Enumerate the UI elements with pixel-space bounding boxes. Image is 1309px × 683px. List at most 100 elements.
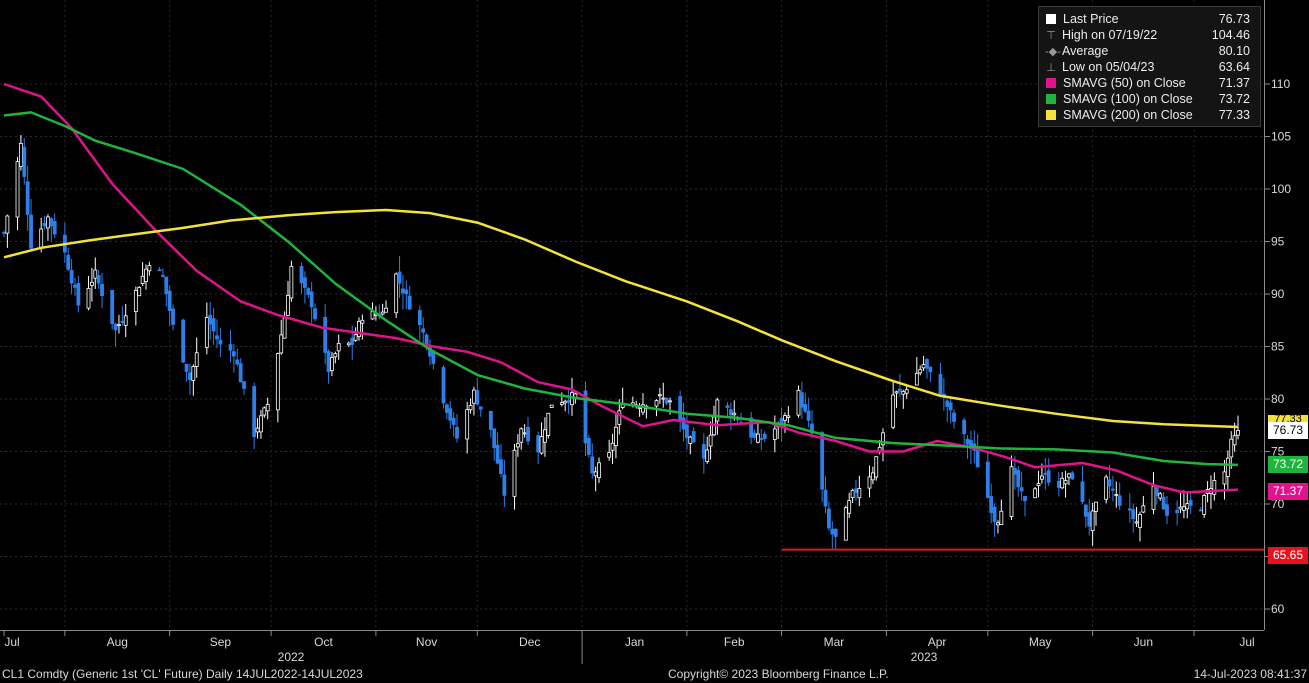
candle-down — [945, 400, 950, 407]
candle-down — [188, 372, 192, 381]
candle-down — [181, 319, 186, 363]
candle-up — [783, 415, 787, 421]
y-tick-label: 110 — [1271, 77, 1290, 91]
candle-down — [76, 283, 81, 306]
candle-up — [265, 403, 270, 412]
candle-down — [164, 276, 169, 295]
legend-label: Low on 05/04/23 — [1062, 60, 1155, 74]
candle-down — [526, 426, 530, 442]
candle-down — [925, 359, 929, 369]
candle-down — [1046, 470, 1051, 483]
candle-down — [1117, 495, 1122, 506]
candle-up — [668, 400, 672, 403]
candle-up — [357, 321, 361, 337]
candle-up — [90, 281, 94, 286]
y-tick-label: 70 — [1271, 497, 1285, 511]
candle-up — [512, 449, 517, 497]
candle-up — [519, 428, 524, 443]
y-tick-label: 100 — [1271, 182, 1291, 196]
candle-up — [289, 265, 294, 299]
candle-up — [353, 334, 358, 341]
candle-up — [796, 389, 801, 416]
candle-down — [52, 221, 57, 235]
candle-up — [1134, 521, 1139, 524]
candle-down — [1080, 481, 1085, 503]
candle-up — [259, 415, 263, 433]
sma100-line — [3, 111, 1239, 467]
candle-down — [495, 444, 500, 464]
candle-up — [1033, 488, 1038, 499]
candle-up — [255, 427, 260, 433]
x-tick-label: Jun — [1134, 635, 1153, 649]
candle-down — [681, 417, 686, 430]
candle-up — [894, 391, 899, 394]
candle-down — [1131, 509, 1136, 520]
y-tick-label: 75 — [1271, 445, 1285, 459]
sma50-swatch — [1046, 78, 1056, 88]
candle-down — [326, 351, 331, 373]
candle-up — [999, 510, 1004, 525]
candle-down — [242, 381, 246, 389]
candle-down — [1161, 496, 1166, 510]
candle-up — [867, 476, 872, 489]
x-tick-label: Aug — [107, 635, 128, 649]
last-price-swatch — [1046, 14, 1056, 24]
candle-down — [502, 474, 507, 496]
candle-up — [346, 342, 351, 346]
candle-up — [654, 400, 659, 407]
candle-up — [1036, 483, 1041, 487]
legend-value: 104.46 — [1211, 28, 1250, 42]
candle-down — [803, 403, 808, 412]
candle-up — [610, 442, 615, 451]
sma200-swatch — [1046, 110, 1056, 120]
candle-up — [1229, 438, 1234, 458]
moving-averages — [3, 82, 1239, 494]
legend-row-high: ⊤ High on 07/19/22 104.46 — [1045, 27, 1254, 43]
candle-up — [19, 143, 23, 167]
candle-up — [705, 449, 710, 462]
candle-up — [1222, 471, 1227, 485]
candle-up — [147, 265, 152, 272]
candle-down — [475, 390, 480, 405]
candle-up — [472, 389, 476, 404]
sma200-line — [3, 208, 1239, 429]
candle-down — [752, 432, 757, 438]
candle-up — [857, 488, 862, 499]
candle-down — [806, 410, 811, 421]
y-tick-label: 60 — [1271, 602, 1285, 616]
candle-down — [833, 528, 838, 537]
candle-up — [1225, 457, 1230, 477]
candle-up — [117, 324, 121, 327]
candle-up — [336, 343, 341, 352]
candle-down — [952, 412, 956, 422]
candle-up — [1063, 480, 1068, 485]
legend-label: SMAVG (200) on Close — [1063, 108, 1193, 122]
candle-up — [904, 389, 909, 394]
candle-up — [1094, 501, 1098, 512]
candle-up — [515, 443, 520, 448]
candle-up — [708, 434, 713, 447]
candle-down — [421, 328, 426, 333]
year-label: 2022 — [278, 650, 305, 664]
x-tick-label: Feb — [724, 635, 745, 649]
candle-down — [441, 367, 446, 404]
candle-down — [948, 402, 953, 411]
x-tick-label: Apr — [928, 635, 947, 649]
candle-down — [499, 459, 503, 475]
candle-down — [928, 366, 933, 373]
y-tick-label: 95 — [1271, 235, 1285, 249]
candle-down — [989, 496, 994, 513]
candle-down — [1087, 512, 1092, 527]
candle-down — [455, 426, 459, 439]
candle-down — [1012, 467, 1017, 475]
low-marker-icon: ⊥ — [1046, 62, 1056, 74]
candle-up — [360, 319, 365, 324]
candle-up — [874, 456, 879, 478]
candle-down — [830, 528, 835, 535]
sma100-price-tag: 73.72 — [1268, 456, 1308, 473]
candle-down — [762, 433, 767, 439]
candle-up — [732, 412, 737, 416]
candle-up — [191, 365, 196, 381]
y-tick-label: 80 — [1271, 392, 1285, 406]
candle-up — [593, 471, 598, 477]
